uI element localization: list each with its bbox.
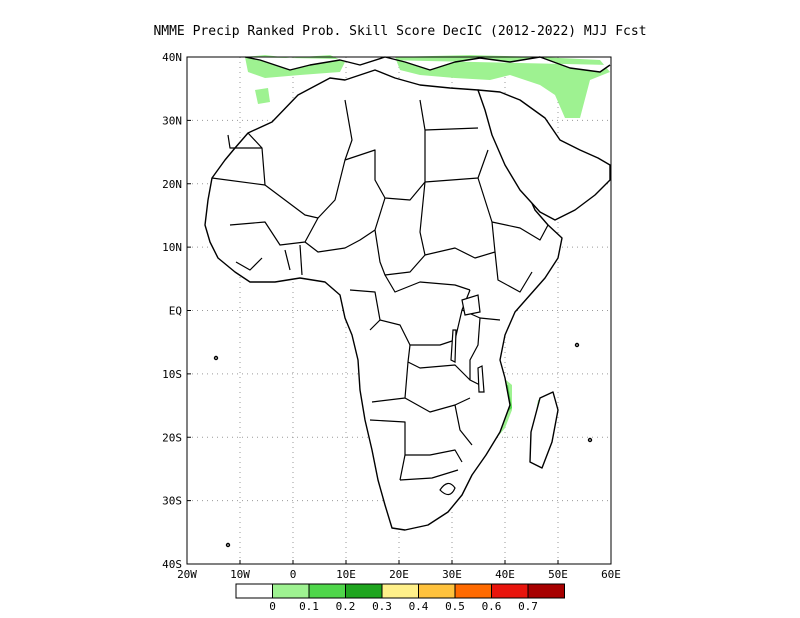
lon-tick-label: 60E [601, 568, 621, 581]
colorbar-label: 0.7 [518, 600, 538, 613]
island-2 [225, 542, 231, 548]
lake-malawi [477, 365, 485, 393]
colorbar-label: 0.4 [409, 600, 429, 613]
lakes [450, 294, 485, 393]
lat-tick-label: 10N [162, 241, 182, 254]
lat-tick-label: EQ [169, 305, 182, 318]
lat-tick-label: 10S [162, 368, 182, 381]
lat-tick-label: 40N [162, 51, 182, 64]
lake-victoria [461, 294, 481, 316]
lat-tick-label: 20N [162, 178, 182, 191]
lat-tick-label: 30S [162, 495, 182, 508]
colorbar-label: 0.1 [299, 600, 319, 613]
skill-region-near-east [395, 55, 610, 118]
island-1 [213, 355, 219, 361]
colorbar-label: 0.3 [372, 600, 392, 613]
colorbar-label: 0.6 [482, 600, 502, 613]
colorbar-swatch [345, 583, 383, 599]
lon-tick-label: 30E [442, 568, 462, 581]
colorbar-swatch [235, 583, 273, 599]
europe-coastline [244, 56, 611, 73]
madagascar [529, 391, 559, 469]
africa-coastline [204, 69, 563, 531]
island-3 [574, 342, 580, 348]
lon-tick-label: 0 [290, 568, 297, 581]
arabia-coastline [477, 89, 611, 221]
lon-tick-label: 40E [495, 568, 515, 581]
colorbar-swatch [527, 583, 565, 599]
colorbar-swatch [491, 583, 529, 599]
colorbar-label: 0 [269, 600, 276, 613]
lat-tick-label: 40S [162, 558, 182, 571]
colorbar-swatch [308, 583, 346, 599]
lake-tanganyika [450, 329, 457, 363]
colorbar-swatch [418, 583, 456, 599]
lat-tick-label: 20S [162, 431, 182, 444]
skill-region-morocco [255, 88, 270, 104]
colorbar-swatch [272, 583, 310, 599]
lon-tick-label: 10W [230, 568, 250, 581]
colorbar: 0 0.1 0.2 0.3 0.4 0.5 0.6 0.7 [235, 583, 565, 613]
colorbar-label: 0.2 [336, 600, 356, 613]
lat-tick-label: 30N [162, 114, 182, 127]
map-axes: 20W 10W 0 10E 20E 30E 40E 50E 60E 40N 30N 20N 10N EQ 1… [162, 51, 621, 581]
island-4 [587, 437, 593, 443]
lon-tick-label: 20W [177, 568, 197, 581]
lon-tick-label: 10E [336, 568, 356, 581]
colorbar-swatch [381, 583, 419, 599]
lon-tick-label: 50E [548, 568, 568, 581]
country-borders [211, 99, 549, 496]
lon-tick-label: 20E [389, 568, 409, 581]
colorbar-label: 0.5 [445, 600, 465, 613]
coastline [204, 56, 611, 548]
map-title: NMME Precip Ranked Prob. Skill Score Dec… [153, 24, 646, 39]
colorbar-swatch [454, 583, 492, 599]
